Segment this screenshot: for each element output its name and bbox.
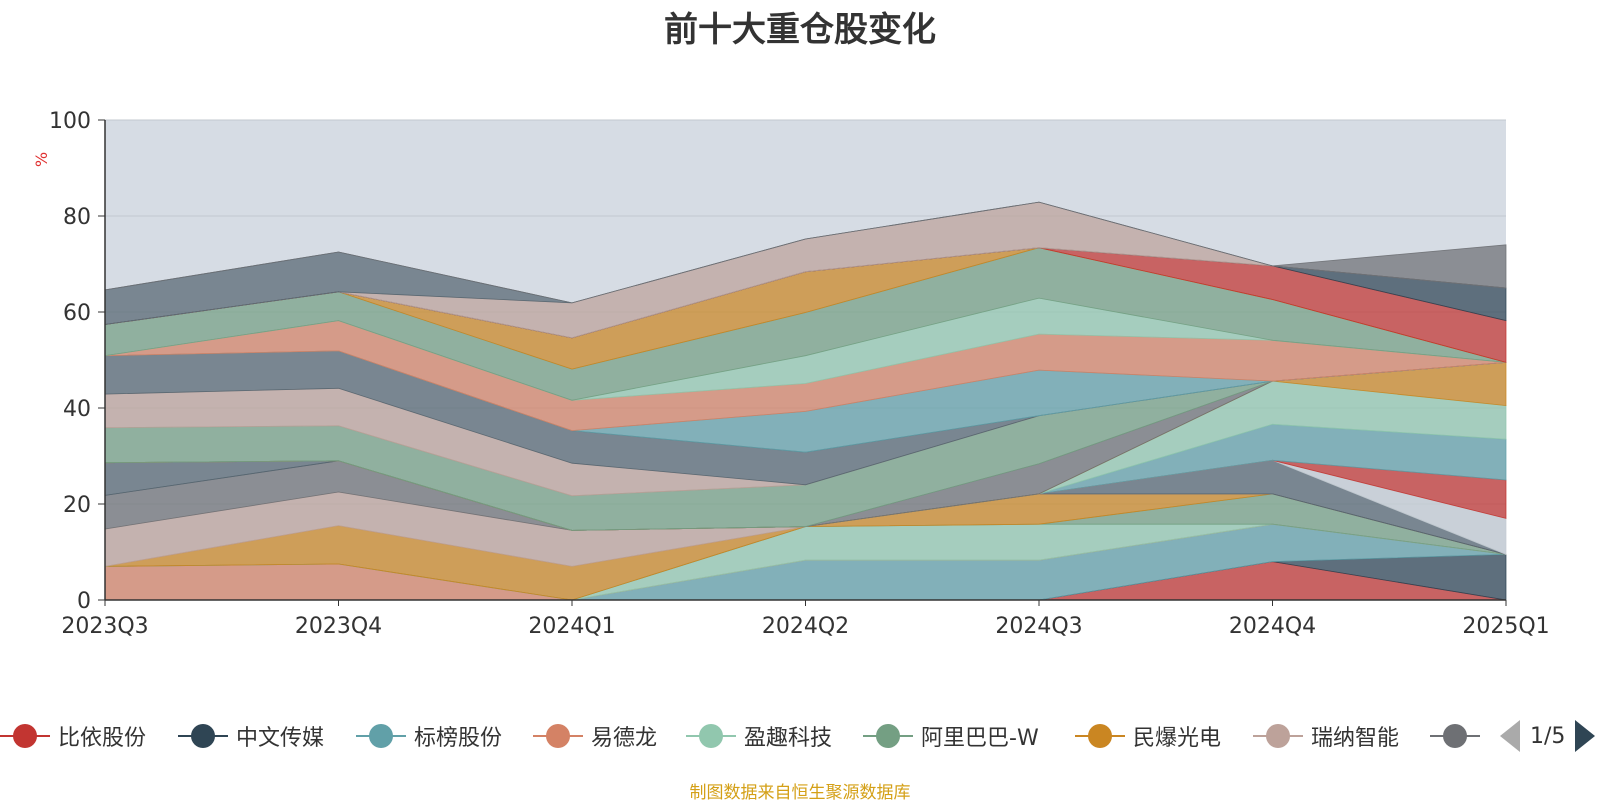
legend-item[interactable]: 阿里巴巴-W	[863, 716, 1039, 756]
legend-item[interactable]: 中文传媒	[178, 716, 324, 756]
x-tick-label: 2023Q3	[61, 614, 148, 639]
stacked-area-chart: 0 20 40 60 80 100 2023Q3 2023Q4 2024Q1 2024Q2 2024…	[49, 109, 1550, 639]
legend-symbol	[356, 716, 406, 756]
legend-symbol	[1253, 716, 1303, 756]
y-tick-label: 40	[63, 397, 91, 422]
legend-symbol	[0, 716, 50, 756]
legend-symbol	[1075, 716, 1125, 756]
legend-label: 瑞纳智能	[1311, 726, 1400, 751]
legend-item[interactable]: 比依股份	[0, 716, 146, 756]
x-tick-label: 2024Q4	[1229, 614, 1316, 639]
legend-symbol	[178, 716, 228, 756]
x-tick-label: 2025Q1	[1462, 614, 1549, 639]
x-tick-label: 2024Q1	[528, 614, 615, 639]
legend-label: 阿里巴巴-W	[921, 726, 1039, 751]
x-tick-label: 2023Q4	[295, 614, 382, 639]
legend-label: 标榜股份	[414, 726, 503, 751]
legend-page-indicator: 1/5	[1530, 723, 1566, 749]
legend-next-page-button[interactable]	[1575, 720, 1596, 752]
x-tick-label: 2024Q2	[762, 614, 849, 639]
source-note: 制图数据来自恒生聚源数据库	[689, 783, 911, 803]
legend-label: 盈趣科技	[744, 726, 833, 751]
legend: 比依股份 中文传媒 标榜股份 易德龙 盈趣科技 阿里巴巴-W 民爆光电 瑞纳智能	[0, 716, 1600, 756]
legend-item[interactable]: 民爆光电	[1075, 716, 1221, 756]
legend-label: 民爆光电	[1133, 726, 1222, 751]
axes: 0 20 40 60 80 100 2023Q3 2023Q4 2024Q1 2024Q2 2024…	[49, 109, 1550, 639]
y-tick-label: 80	[63, 205, 91, 230]
legend-label: 易德龙	[591, 726, 658, 751]
legend-item[interactable]: 瑞纳智能	[1253, 716, 1399, 756]
area-series-29	[104, 201, 1507, 304]
legend-symbol	[686, 716, 736, 756]
legend-symbol	[1430, 716, 1480, 756]
legend-prev-page-button[interactable]	[1500, 720, 1520, 752]
y-tick-label: 20	[63, 493, 91, 518]
legend-item[interactable]: 标榜股份	[356, 716, 502, 756]
y-tick-label: 0	[77, 589, 91, 614]
legend-item[interactable]: 易德龙	[533, 716, 657, 756]
area-series-layer	[104, 201, 1507, 601]
legend-label: 中文传媒	[236, 726, 325, 751]
legend-item[interactable]	[1430, 716, 1480, 756]
y-tick-label: 60	[63, 301, 91, 326]
y-tick-label: 100	[49, 109, 91, 134]
chart-title: 前十大重仓股变化	[664, 10, 936, 50]
legend-label: 比依股份	[58, 726, 147, 751]
x-tick-label: 2024Q3	[995, 614, 1082, 639]
legend-item[interactable]: 盈趣科技	[686, 716, 832, 756]
legend-symbol	[533, 716, 583, 756]
legend-pager: 1/5	[1500, 718, 1596, 754]
legend-symbol	[863, 716, 913, 756]
